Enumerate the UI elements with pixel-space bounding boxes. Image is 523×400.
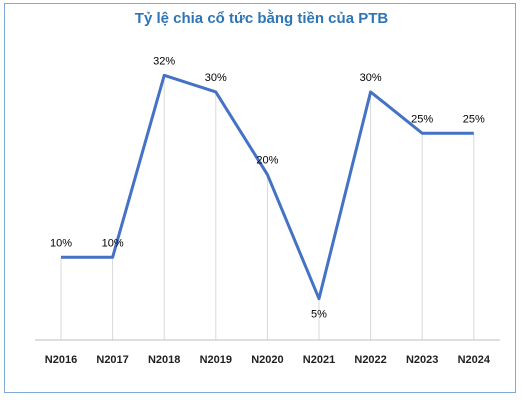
chart-frame bbox=[4, 3, 516, 393]
chart-title: Tỷ lệ chia cổ tức bằng tiền của PTB bbox=[134, 10, 389, 27]
data-label: 25% bbox=[411, 113, 433, 125]
x-tick-label: N2016 bbox=[45, 354, 77, 366]
data-label: 5% bbox=[311, 309, 327, 321]
data-label: 10% bbox=[102, 237, 124, 249]
data-label: 30% bbox=[360, 72, 382, 84]
x-tick-label: N2019 bbox=[200, 354, 232, 366]
x-tick-label: N2020 bbox=[251, 354, 283, 366]
data-label: 10% bbox=[50, 237, 72, 249]
series-line bbox=[61, 73, 474, 301]
x-tick-label: N2017 bbox=[96, 354, 128, 366]
data-label: 20% bbox=[256, 155, 278, 167]
x-tick-label: N2021 bbox=[303, 354, 335, 366]
x-tick-label: N2018 bbox=[148, 354, 180, 366]
data-label: 32% bbox=[153, 55, 175, 67]
data-label: 30% bbox=[205, 72, 227, 84]
x-tick-label: N2024 bbox=[458, 354, 491, 366]
x-tick-label: N2022 bbox=[354, 354, 386, 366]
x-tick-label: N2023 bbox=[406, 354, 438, 366]
data-label: 25% bbox=[463, 113, 485, 125]
